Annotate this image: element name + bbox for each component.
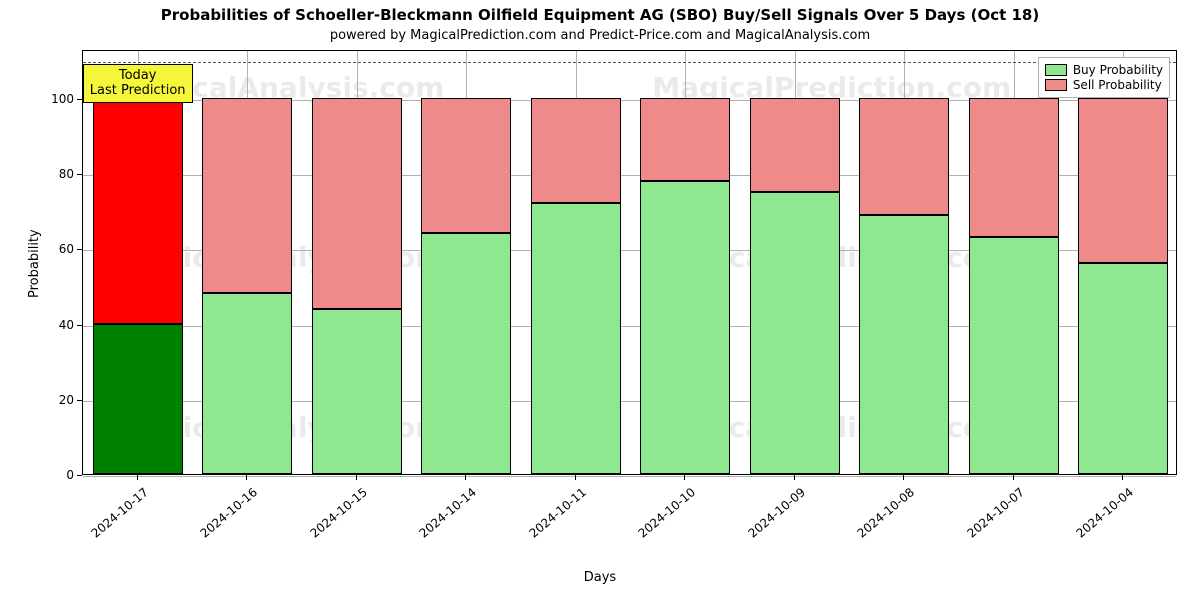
xtick-mark [1013, 475, 1014, 480]
ytick-label: 0 [42, 468, 74, 482]
bar-sell [969, 98, 1059, 237]
legend: Buy ProbabilitySell Probability [1038, 57, 1170, 98]
xtick-mark [903, 475, 904, 480]
chart-title: Probabilities of Schoeller-Bleckmann Oil… [0, 6, 1200, 24]
chart-subtitle: powered by MagicalPrediction.com and Pre… [0, 28, 1200, 43]
bar-group [202, 98, 292, 474]
bar-sell [202, 98, 292, 294]
bar-group [640, 98, 730, 474]
bar-group [312, 98, 402, 474]
ytick-label: 100 [42, 92, 74, 106]
bar-group [93, 98, 183, 474]
xtick-label: 2024-10-09 [726, 485, 808, 557]
bar-buy [1078, 263, 1168, 474]
legend-item: Buy Probability [1045, 63, 1163, 77]
ytick-mark [77, 174, 82, 175]
xtick-label: 2024-10-07 [945, 485, 1027, 557]
bar-sell [93, 98, 183, 324]
xtick-mark [1122, 475, 1123, 480]
xtick-mark [794, 475, 795, 480]
bar-buy [750, 192, 840, 474]
xtick-label: 2024-10-14 [397, 485, 479, 557]
xtick-label: 2024-10-11 [507, 485, 589, 557]
bar-group [750, 98, 840, 474]
xtick-label: 2024-10-15 [288, 485, 370, 557]
xtick-mark [575, 475, 576, 480]
bar-group [969, 98, 1059, 474]
ytick-mark [77, 475, 82, 476]
ytick-mark [77, 249, 82, 250]
xtick-label: 2024-10-16 [178, 485, 260, 557]
bar-buy [312, 309, 402, 474]
bar-sell [421, 98, 511, 233]
bar-group [531, 98, 621, 474]
annotation-line-2: Last Prediction [90, 83, 186, 99]
bar-buy [859, 215, 949, 475]
bar-group [1078, 98, 1168, 474]
ytick-label: 60 [42, 242, 74, 256]
xtick-label: 2024-10-10 [616, 485, 698, 557]
x-axis-label: Days [0, 570, 1200, 585]
bar-buy [969, 237, 1059, 474]
legend-label: Buy Probability [1073, 63, 1163, 77]
bar-buy [202, 293, 292, 474]
plot-area: MagicalAnalysis.comMagicalPrediction.com… [82, 50, 1177, 475]
bars-layer [83, 51, 1176, 474]
xtick-mark [684, 475, 685, 480]
bar-buy [421, 233, 511, 474]
chart-container: Probabilities of Schoeller-Bleckmann Oil… [0, 0, 1200, 600]
ytick-label: 40 [42, 318, 74, 332]
bar-buy [531, 203, 621, 474]
bar-sell [750, 98, 840, 192]
xtick-mark [137, 475, 138, 480]
xtick-label: 2024-10-08 [835, 485, 917, 557]
bar-sell [640, 98, 730, 181]
bar-sell [531, 98, 621, 203]
xtick-mark [465, 475, 466, 480]
ytick-mark [77, 99, 82, 100]
xtick-mark [356, 475, 357, 480]
bar-group [421, 98, 511, 474]
bar-buy [93, 324, 183, 474]
xtick-label: 2024-10-04 [1054, 485, 1136, 557]
ytick-label: 20 [42, 393, 74, 407]
xtick-mark [246, 475, 247, 480]
bar-sell [312, 98, 402, 309]
bar-sell [1078, 98, 1168, 263]
ytick-mark [77, 400, 82, 401]
legend-item: Sell Probability [1045, 78, 1163, 92]
legend-label: Sell Probability [1073, 78, 1162, 92]
xtick-label: 2024-10-17 [69, 485, 151, 557]
ytick-mark [77, 325, 82, 326]
legend-swatch [1045, 79, 1067, 91]
bar-group [859, 98, 949, 474]
annotation-line-1: Today [90, 68, 186, 84]
bar-buy [640, 181, 730, 474]
today-annotation: Today Last Prediction [83, 64, 193, 103]
bar-sell [859, 98, 949, 215]
y-axis-label: Probability [27, 229, 42, 298]
legend-swatch [1045, 64, 1067, 76]
ytick-label: 80 [42, 167, 74, 181]
